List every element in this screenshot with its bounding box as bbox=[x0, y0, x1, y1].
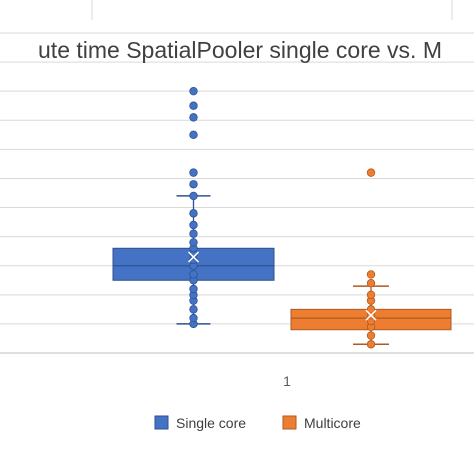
data-point bbox=[189, 238, 198, 247]
legend: Single core Multicore bbox=[154, 415, 361, 431]
data-point bbox=[366, 168, 376, 177]
data-point bbox=[189, 130, 198, 140]
x-tick-label: 1 bbox=[283, 373, 291, 389]
legend-label-single-core: Single core bbox=[176, 415, 246, 431]
legend-label-multicore: Multicore bbox=[304, 415, 361, 431]
legend-swatch-single-core bbox=[154, 415, 169, 430]
data-point bbox=[189, 313, 198, 323]
data-point bbox=[189, 180, 198, 189]
data-point bbox=[189, 270, 198, 279]
data-point bbox=[189, 305, 198, 314]
legend-swatch-multicore bbox=[282, 415, 297, 430]
data-point bbox=[189, 229, 198, 238]
data-point bbox=[189, 86, 198, 96]
gridlines bbox=[0, 0, 474, 354]
data-point bbox=[366, 305, 376, 314]
chart-title: ute time SpatialPooler single core vs. M bbox=[38, 37, 442, 63]
data-point bbox=[366, 290, 376, 300]
mean-marker bbox=[365, 309, 377, 321]
data-point bbox=[189, 209, 198, 218]
data-point bbox=[189, 284, 198, 294]
data-point bbox=[189, 101, 198, 110]
data-point bbox=[189, 113, 198, 122]
series-layer bbox=[112, 86, 452, 349]
mean-marker bbox=[187, 251, 200, 263]
series-single-core bbox=[112, 86, 275, 329]
data-point bbox=[366, 340, 376, 349]
data-point bbox=[189, 220, 198, 230]
series-multicore bbox=[290, 168, 452, 349]
data-point bbox=[189, 191, 198, 201]
data-point bbox=[189, 168, 198, 177]
data-point bbox=[366, 278, 376, 288]
data-point bbox=[366, 331, 376, 340]
data-point bbox=[366, 270, 376, 279]
